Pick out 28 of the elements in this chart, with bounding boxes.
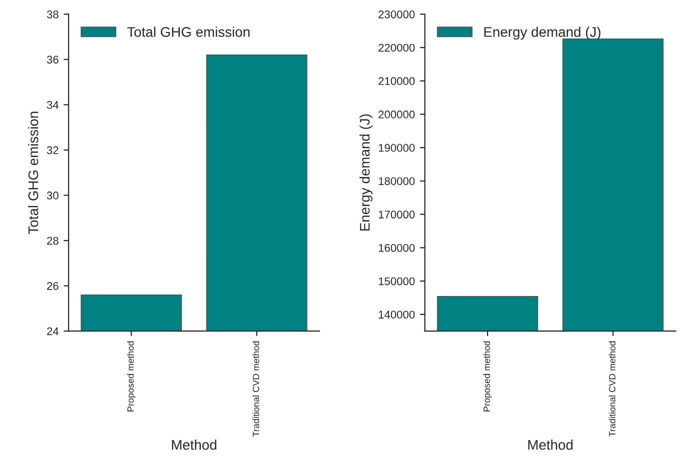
y-tick-label: 140000 xyxy=(378,310,415,319)
y-tick-label: 32 xyxy=(46,146,58,154)
y-tick-label: 160000 xyxy=(378,244,415,252)
y-tick-label: 200000 xyxy=(378,110,415,118)
y-tick-label: 180000 xyxy=(378,177,415,186)
y-axis-title: Total GHG emission xyxy=(28,112,38,234)
y-tick-label: 210000 xyxy=(378,77,415,86)
x-tick-label: Proposed method xyxy=(483,341,492,412)
y-tick-label: 170000 xyxy=(378,210,415,218)
y-tick-label: 230000 xyxy=(378,10,415,18)
y-tick-label: 34 xyxy=(46,101,59,109)
y-tick-label: 30 xyxy=(46,192,58,200)
x-tick-label: Traditional CVD method xyxy=(608,341,616,437)
legend-label: Energy demand (J) xyxy=(484,26,600,40)
y-tick-label: 150000 xyxy=(378,277,415,286)
legend-label: Total GHG emission xyxy=(127,26,250,37)
x-axis-title: Method xyxy=(528,440,573,450)
x-axis-title: Method xyxy=(172,440,216,450)
y-axis-title: Energy demand (J) xyxy=(360,114,372,231)
y-tick-label: 24 xyxy=(47,327,59,336)
y-tick-label: 38 xyxy=(46,10,58,18)
y-tick-label: 190000 xyxy=(378,144,415,152)
x-tick-label: Traditional CVD method xyxy=(252,341,260,437)
y-tick-label: 26 xyxy=(47,282,58,290)
y-tick-label: 220000 xyxy=(378,44,415,52)
y-tick-label: 36 xyxy=(46,56,58,64)
y-tick-label: 28 xyxy=(47,236,58,245)
x-tick-label: Proposed method xyxy=(127,341,136,412)
